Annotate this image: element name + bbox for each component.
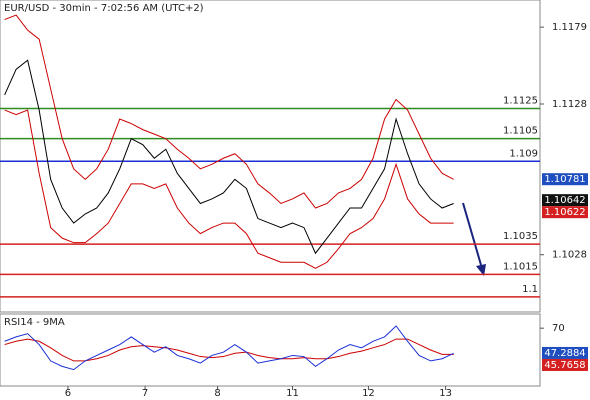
price-box-label: 1.10781 [544, 174, 585, 185]
x-tick-label: 13 [439, 388, 452, 399]
price-box-label: 1.10622 [544, 207, 585, 218]
rsi-panel [0, 313, 541, 387]
level-label: 1.1125 [503, 96, 538, 107]
price-box [542, 346, 588, 359]
price-box [542, 358, 588, 371]
y-tick-label: 1.1128 [552, 99, 587, 110]
level-label: 1.1105 [503, 126, 538, 137]
price-box [542, 206, 588, 219]
price-box [542, 173, 588, 186]
arrow-head [476, 264, 486, 276]
price-box-label: 1.10642 [544, 195, 585, 206]
y-tick-label: 1.1028 [552, 250, 587, 261]
arrow [462, 202, 482, 266]
series-line [4, 59, 454, 255]
series-line [4, 109, 454, 269]
series-line [4, 338, 454, 362]
price-box [542, 194, 588, 207]
main-panel [0, 0, 541, 313]
x-tick-label: 12 [362, 388, 375, 399]
level-label: 1.1035 [503, 231, 538, 242]
series-line [4, 14, 454, 209]
series-line [4, 325, 454, 371]
level-label: 1.1015 [503, 261, 538, 272]
x-tick-label: 11 [286, 388, 299, 399]
x-tick-label: 8 [214, 388, 220, 399]
y-tick-label: 70 [552, 323, 565, 334]
x-tick-label: 6 [65, 388, 71, 399]
rsi-title: RSI14 - 9MA [4, 317, 65, 328]
price-box-label: 45.7658 [544, 360, 585, 371]
chart-title: EUR/USD - 30min - 7:02:56 AM (UTC+2) [4, 3, 204, 14]
y-tick-label: 1.1179 [552, 22, 587, 33]
price-box-label: 47.2884 [544, 348, 585, 359]
level-label: 1.1 [522, 284, 538, 295]
x-tick-label: 7 [142, 388, 148, 399]
level-label: 1.109 [509, 148, 538, 159]
